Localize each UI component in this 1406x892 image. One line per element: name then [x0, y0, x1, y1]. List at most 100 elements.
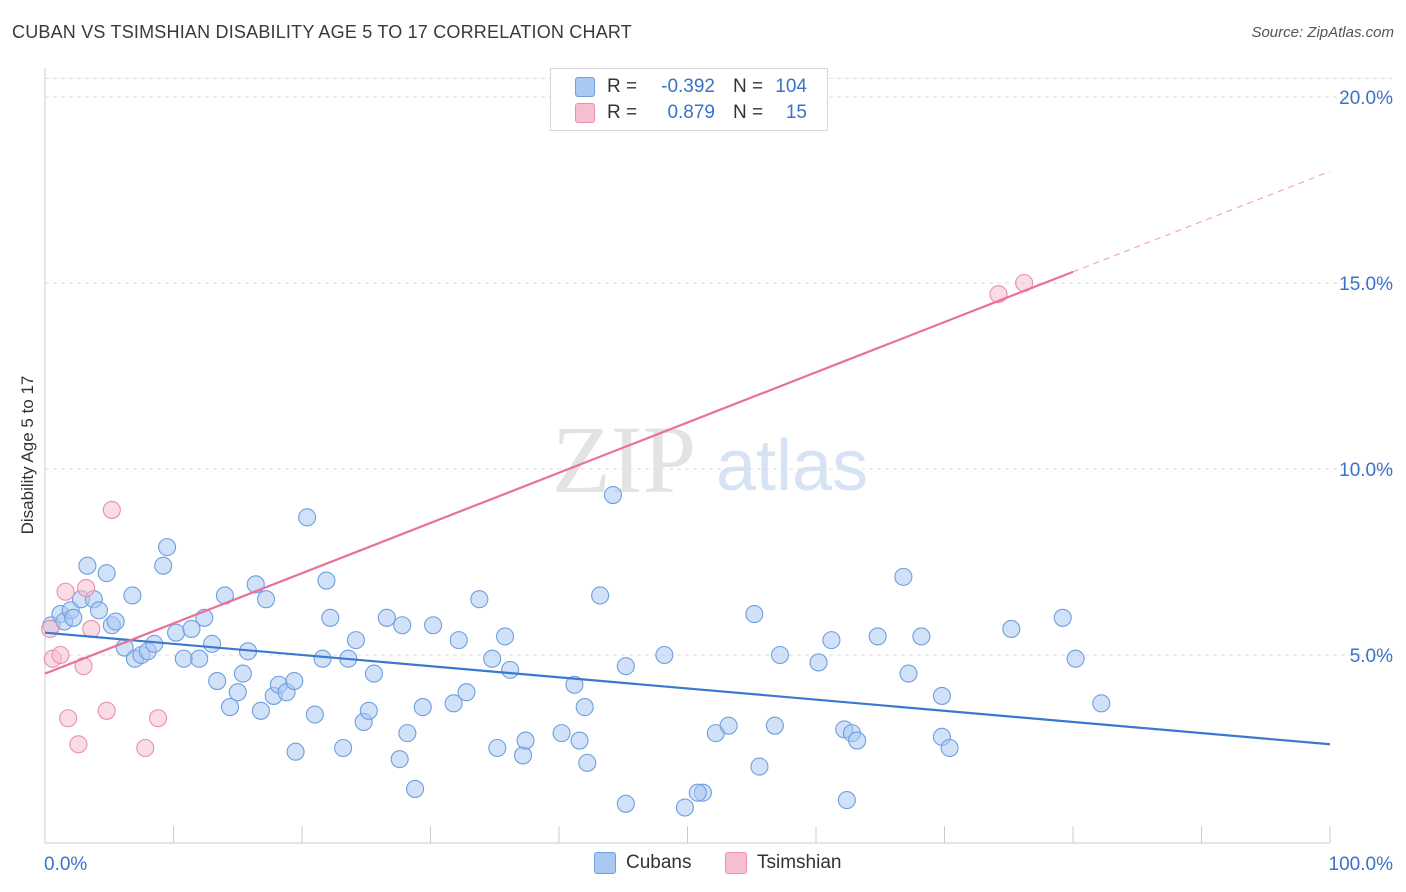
cubans-point — [182, 619, 201, 639]
cubans-point — [317, 571, 336, 590]
legend-r-value: 0.879 — [667, 102, 715, 123]
cubans-point — [655, 645, 674, 665]
cubans-point — [570, 731, 589, 750]
cubans-point — [364, 664, 384, 683]
legend-row-tsimshian: R = 0.879 N = 15 — [575, 101, 807, 125]
cubans-point — [719, 716, 738, 735]
y-tick-label: 10.0% — [1339, 460, 1393, 481]
cubans-point — [501, 660, 520, 679]
tsimshian-trend-extension — [1072, 170, 1331, 273]
cubans-point — [1002, 619, 1021, 639]
cubans-point — [495, 627, 515, 646]
cubans-point — [251, 701, 270, 720]
watermark-zip: ZIP — [552, 406, 696, 513]
cubans-point — [174, 649, 193, 668]
cubans-trend-line — [44, 631, 1331, 746]
cubans-point — [565, 675, 584, 694]
cubans-legend-swatch — [594, 852, 616, 874]
cubans-point — [203, 634, 222, 653]
cubans-point — [220, 698, 240, 717]
tsimshian-point — [102, 500, 121, 519]
cubans-point — [286, 742, 305, 761]
watermark-atlas: atlas — [716, 426, 868, 506]
cubans-point — [770, 645, 790, 665]
y-axis-label: Disability Age 5 to 17 — [18, 375, 37, 535]
cubans-point — [750, 757, 769, 776]
legend-row-cubans: R = -0.392 N = 104 — [575, 75, 807, 99]
cubans-point — [1053, 608, 1072, 627]
cubans-point — [313, 649, 332, 668]
cubans-point — [145, 634, 164, 653]
cubans-point — [158, 538, 177, 557]
cubans-point — [377, 608, 396, 627]
tsimshian-point — [41, 619, 60, 639]
cubans-point — [603, 485, 623, 505]
cubans-point — [1092, 694, 1111, 713]
cubans-point — [578, 753, 597, 772]
cubans-point — [848, 731, 867, 750]
cubans-point — [167, 623, 186, 642]
cubans-point — [616, 657, 635, 676]
legend-n-label: N = — [733, 102, 764, 123]
cubans-point — [78, 556, 97, 575]
cubans-point — [285, 671, 304, 691]
cubans-point — [470, 590, 489, 609]
cubans-point — [516, 731, 535, 750]
tsimshian-trend-line — [44, 270, 1074, 675]
cubans-legend-label: Cubans — [626, 852, 692, 873]
cubans-point — [233, 664, 252, 683]
cubans-point — [208, 671, 227, 691]
tsimshian-legend-swatch — [725, 852, 747, 874]
cubans-point — [837, 791, 856, 810]
cubans-point — [190, 649, 209, 668]
tsimshian-point — [56, 582, 75, 601]
tsimshian-point — [136, 738, 155, 758]
cubans-point — [822, 631, 841, 650]
cubans-point — [591, 586, 610, 605]
grid — [45, 77, 1392, 656]
cubans-point — [457, 683, 476, 702]
cubans-point — [228, 683, 247, 702]
cubans-point — [449, 631, 468, 650]
cubans-point — [390, 750, 409, 769]
tsimshian-point — [77, 578, 96, 598]
watermark: ZIP atlas — [552, 406, 868, 513]
cubans-point — [64, 608, 83, 627]
y-tick-label: 5.0% — [1350, 646, 1393, 667]
cubans-point — [256, 590, 276, 609]
tsimshian-points — [41, 273, 1034, 758]
bottom-legend-tsimshian: Tsimshian — [725, 852, 841, 874]
cubans-point — [321, 608, 340, 627]
cubans-point — [346, 631, 366, 650]
cubans-point — [305, 705, 324, 724]
cubans-point — [868, 627, 887, 646]
cubans-point — [393, 616, 412, 635]
tsimshian-legend-label: Tsimshian — [757, 852, 842, 873]
cubans-point — [444, 694, 463, 713]
cubans-point — [809, 653, 828, 672]
legend-n-value: 15 — [785, 102, 807, 123]
cubans-point — [398, 724, 417, 743]
y-tick-label: 15.0% — [1339, 274, 1393, 295]
cubans-point — [552, 724, 571, 743]
cubans-point — [298, 508, 317, 527]
cubans-points — [42, 485, 1111, 817]
cubans-point — [488, 738, 507, 758]
tsimshian-point — [69, 735, 88, 754]
axes — [44, 68, 1331, 844]
tsimshian-point — [82, 619, 101, 639]
cubans-point — [483, 649, 502, 668]
cubans-point — [359, 701, 378, 720]
source-label: Source: ZipAtlas.com — [1251, 24, 1394, 41]
cubans-point — [912, 627, 931, 646]
cubans-point — [894, 567, 913, 586]
correlation-legend: R = -0.392 N = 104 R = 0.879 N = 15 — [550, 68, 828, 131]
cubans-point — [334, 738, 353, 758]
chart-title: CUBAN VS TSIMSHIAN DISABILITY AGE 5 TO 1… — [12, 22, 632, 42]
tsimshian-point — [97, 701, 116, 720]
cubans-point — [575, 698, 594, 717]
cubans-point — [123, 586, 142, 605]
tick-labels: 5.0% 10.0% 15.0% 20.0% 0.0% 100.0% — [44, 88, 1393, 875]
legend-n-label: N = — [733, 76, 764, 97]
